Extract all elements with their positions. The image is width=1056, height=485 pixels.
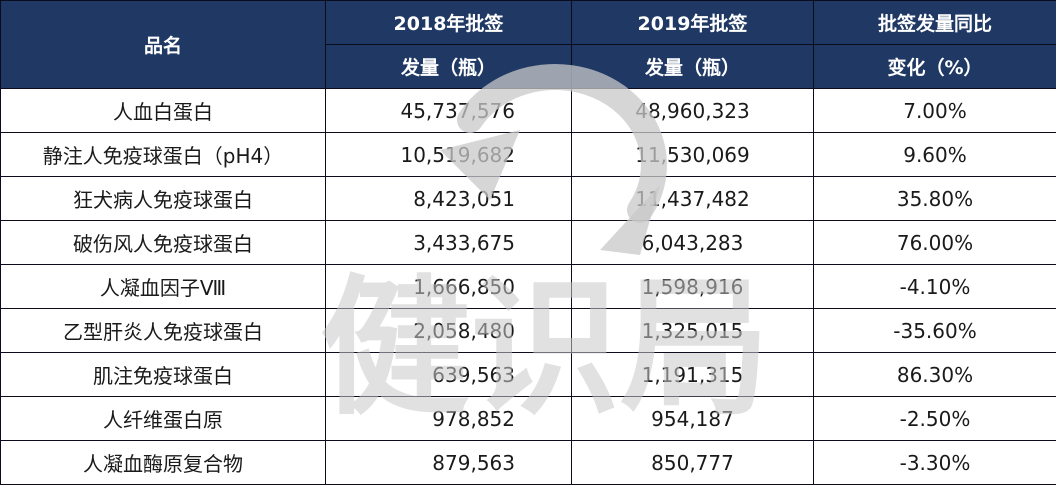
volume-2018: 45,737,576 (325, 88, 572, 133)
volume-2019: 1,191,315 (571, 352, 814, 397)
header-2019-line1: 2019年批签 (571, 0, 814, 45)
table-row: 人血白蛋白 45,737,576 48,960,323 7.00% (0, 88, 1056, 133)
yoy-change: 7.00% (813, 88, 1056, 133)
table-row: 乙型肝炎人免疫球蛋白 2,058,480 1,325,015 -35.60% (0, 308, 1056, 353)
yoy-change: 86.30% (813, 352, 1056, 397)
header-product-name: 品名 (0, 0, 326, 89)
table-row: 破伤风人免疫球蛋白 3,433,675 6,043,283 76.00% (0, 220, 1056, 265)
volume-2019: 1,598,916 (571, 264, 814, 309)
volume-2019: 850,777 (571, 440, 814, 485)
volume-2018: 639,563 (325, 352, 572, 397)
volume-2018: 2,058,480 (325, 308, 572, 353)
product-name: 肌注免疫球蛋白 (0, 352, 326, 397)
yoy-change: -4.10% (813, 264, 1056, 309)
yoy-change: -2.50% (813, 396, 1056, 441)
volume-2019: 1,325,015 (571, 308, 814, 353)
volume-2018: 8,423,051 (325, 176, 572, 221)
table-row: 狂犬病人免疫球蛋白 8,423,051 11,437,482 35.80% (0, 176, 1056, 221)
yoy-change: 35.80% (813, 176, 1056, 221)
volume-2019: 48,960,323 (571, 88, 814, 133)
yoy-change: -35.60% (813, 308, 1056, 353)
table-row: 静注人免疫球蛋白（pH4） 10,519,682 11,530,069 9.60… (0, 132, 1056, 177)
product-name: 破伤风人免疫球蛋白 (0, 220, 326, 265)
yoy-change: -3.30% (813, 440, 1056, 485)
volume-2019: 6,043,283 (571, 220, 814, 265)
volume-2018: 10,519,682 (325, 132, 572, 177)
volume-2018: 879,563 (325, 440, 572, 485)
header-2019-line2: 发量（瓶） (571, 44, 814, 89)
product-name: 狂犬病人免疫球蛋白 (0, 176, 326, 221)
product-name: 人凝血酶原复合物 (0, 440, 326, 485)
header-row-1: 品名 2018年批签 2019年批签 批签发量同比 (0, 0, 1056, 89)
product-name: 人纤维蛋白原 (0, 396, 326, 441)
volume-2019: 11,530,069 (571, 132, 814, 177)
product-name: 人凝血因子Ⅷ (0, 264, 326, 309)
header-2018-line1: 2018年批签 (325, 0, 572, 45)
volume-2019: 11,437,482 (571, 176, 814, 221)
header-2018-line2: 发量（瓶） (325, 44, 572, 89)
yoy-change: 76.00% (813, 220, 1056, 265)
volume-2019: 954,187 (571, 396, 814, 441)
header-change-line1: 批签发量同比 (813, 0, 1056, 45)
product-name: 静注人免疫球蛋白（pH4） (0, 132, 326, 177)
table-row: 人纤维蛋白原 978,852 954,187 -2.50% (0, 396, 1056, 441)
volume-2018: 978,852 (325, 396, 572, 441)
table-row: 肌注免疫球蛋白 639,563 1,191,315 86.30% (0, 352, 1056, 397)
product-name: 人血白蛋白 (0, 88, 326, 133)
product-name: 乙型肝炎人免疫球蛋白 (0, 308, 326, 353)
yoy-change: 9.60% (813, 132, 1056, 177)
table-row: 人凝血酶原复合物 879,563 850,777 -3.30% (0, 440, 1056, 485)
volume-2018: 3,433,675 (325, 220, 572, 265)
header-change-line2: 变化（%） (813, 44, 1056, 89)
table-row: 人凝血因子Ⅷ 1,666,850 1,598,916 -4.10% (0, 264, 1056, 309)
volume-2018: 1,666,850 (325, 264, 572, 309)
